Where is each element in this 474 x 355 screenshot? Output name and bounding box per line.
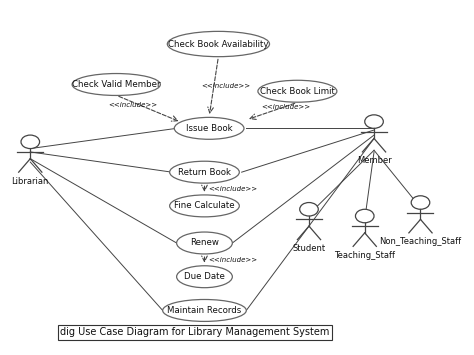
Text: <<include>>: <<include>> [108, 102, 157, 108]
Ellipse shape [72, 73, 160, 95]
Circle shape [365, 115, 383, 128]
Circle shape [21, 135, 39, 148]
Text: <<include>>: <<include>> [208, 186, 257, 192]
Text: Renew: Renew [190, 239, 219, 247]
Circle shape [300, 202, 319, 216]
Text: Librarian: Librarian [11, 176, 49, 186]
Ellipse shape [258, 80, 337, 102]
Text: <<include>>: <<include>> [208, 257, 257, 263]
Ellipse shape [170, 195, 239, 217]
Text: Fine Calculate: Fine Calculate [174, 201, 235, 211]
Ellipse shape [170, 161, 239, 183]
Ellipse shape [163, 300, 246, 321]
Ellipse shape [167, 31, 270, 57]
Ellipse shape [177, 266, 232, 288]
Text: Due Date: Due Date [184, 272, 225, 281]
Text: Teaching_Staff: Teaching_Staff [334, 251, 395, 260]
Text: <<include>>: <<include>> [201, 83, 250, 89]
Text: dig Use Case Diagram for Library Management System: dig Use Case Diagram for Library Managem… [61, 327, 330, 337]
Text: Return Book: Return Book [178, 168, 231, 177]
Text: <<include>>: <<include>> [261, 104, 310, 110]
Text: Member: Member [356, 156, 392, 165]
Text: Check Book Availability: Check Book Availability [168, 39, 269, 49]
Ellipse shape [174, 118, 244, 139]
Circle shape [411, 196, 430, 209]
Text: Check Valid Member: Check Valid Member [72, 80, 161, 89]
Text: Non_Teaching_Staff: Non_Teaching_Staff [379, 237, 462, 246]
Circle shape [356, 209, 374, 223]
Text: Check Book Limit: Check Book Limit [260, 87, 335, 96]
Text: Maintain Records: Maintain Records [167, 306, 242, 315]
Ellipse shape [177, 232, 232, 254]
Text: Student: Student [292, 244, 326, 253]
Text: Issue Book: Issue Book [186, 124, 232, 133]
